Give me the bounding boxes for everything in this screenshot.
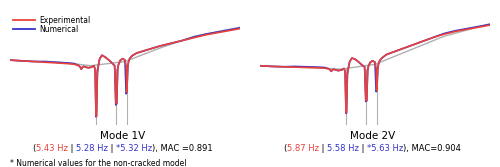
Text: |: | [359,144,367,153]
Text: |: | [68,144,76,153]
Text: *5.32 Hz: *5.32 Hz [116,144,152,153]
Text: ), MAC=0.904: ), MAC=0.904 [404,144,461,153]
Text: ), MAC =0.891: ), MAC =0.891 [152,144,212,153]
Text: Numerical: Numerical [39,25,78,34]
Text: |: | [108,144,116,153]
Text: 5.58 Hz: 5.58 Hz [327,144,359,153]
Text: Mode 2V: Mode 2V [350,131,395,141]
Text: (: ( [284,144,287,153]
Text: |: | [319,144,327,153]
Text: (: ( [32,144,36,153]
Text: Mode 1V: Mode 1V [100,131,145,141]
Text: * Numerical values for the non-cracked model: * Numerical values for the non-cracked m… [10,159,186,167]
Text: Experimental: Experimental [39,16,90,25]
Text: 5.87 Hz: 5.87 Hz [287,144,319,153]
Text: *5.63 Hz: *5.63 Hz [367,144,404,153]
Text: 5.28 Hz: 5.28 Hz [76,144,108,153]
Text: 5.43 Hz: 5.43 Hz [36,144,68,153]
